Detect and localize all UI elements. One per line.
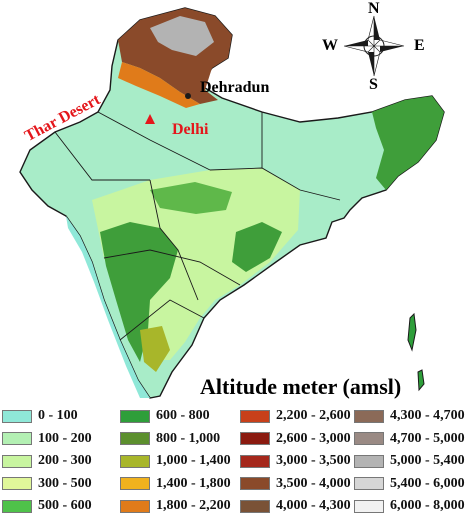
legend-label: 5,000 - 5,400 [390, 453, 465, 468]
legend-item: 800 - 1,000 [120, 429, 220, 449]
legend-swatch [2, 477, 32, 490]
legend-label: 1,800 - 2,200 [156, 498, 231, 513]
northeast-hills [372, 96, 444, 190]
legend-item: 4,300 - 4,700 [354, 406, 465, 426]
legend-label: 100 - 200 [38, 430, 92, 446]
delhi-marker [145, 114, 155, 124]
legend-item: 1,800 - 2,200 [120, 496, 231, 516]
legend-swatch [240, 409, 270, 423]
legend-label: 1,000 - 1,400 [156, 453, 231, 468]
legend-item: 1,000 - 1,400 [120, 451, 231, 471]
western-ghats-hills [100, 222, 178, 362]
himalaya-foothills [118, 62, 200, 108]
legend-swatch [240, 499, 270, 513]
legend-item: 4,700 - 5,000 [354, 429, 465, 449]
legend-label: 2,200 - 2,600 [276, 408, 351, 423]
legend-swatch [2, 454, 32, 468]
legend-swatch [2, 409, 32, 423]
legend-item: 2,200 - 2,600 [240, 406, 351, 426]
compass-rose [343, 15, 405, 77]
legend-label: 3,000 - 3,500 [276, 453, 351, 468]
legend-swatch [120, 432, 150, 445]
legend-label: 0 - 100 [38, 408, 78, 423]
legend-item: 5,400 - 6,000 [354, 474, 465, 494]
west-coastal-zone [66, 216, 150, 398]
legend-label: 5,400 - 6,000 [390, 475, 465, 491]
legend-label: 6,000 - 8,000 [390, 498, 465, 513]
compass-n: N [368, 0, 380, 17]
legend-item: 200 - 300 [2, 451, 92, 471]
eastern-ghats-hills [232, 222, 282, 272]
legend-swatch [354, 499, 384, 513]
legend-item: 6,000 - 8,000 [354, 496, 465, 516]
dehradun-marker [185, 93, 191, 99]
legend-swatch [2, 432, 32, 445]
altitude-legend: 0 - 100 100 - 200 200 - 300 300 - 500 500 - … [0, 406, 474, 522]
legend-swatch [240, 477, 270, 490]
andaman-islands [407, 312, 417, 352]
central-hills [150, 182, 232, 214]
legend-item: 2,600 - 3,000 [240, 429, 351, 449]
compass-w: W [322, 37, 338, 54]
delhi-label: Delhi [172, 121, 209, 138]
state-boundaries [54, 111, 341, 341]
legend-label: 800 - 1,000 [156, 430, 221, 446]
legend-swatch [120, 499, 150, 513]
legend-swatch [120, 454, 150, 468]
legend-swatch [354, 477, 384, 490]
legend-item: 500 - 600 [2, 496, 92, 516]
nicobar-islands [417, 369, 425, 392]
dehradun-label: Dehradun [200, 79, 270, 96]
legend-label: 3,500 - 4,000 [276, 475, 351, 491]
southern-highland [140, 326, 170, 372]
legend-swatch [240, 432, 270, 445]
legend-label: 600 - 800 [156, 408, 210, 423]
legend-item: 100 - 200 [2, 429, 92, 449]
himalaya-snow [150, 16, 214, 56]
legend-label: 500 - 600 [38, 498, 92, 513]
legend-item: 5,000 - 5,400 [354, 451, 465, 471]
legend-label: 2,600 - 3,000 [276, 430, 351, 446]
compass-s: S [369, 76, 378, 93]
legend-label: 1,400 - 1,800 [156, 475, 231, 491]
legend-label: 4,700 - 5,000 [390, 430, 465, 446]
legend-label: 200 - 300 [38, 453, 92, 468]
legend-item: 3,500 - 4,000 [240, 474, 351, 494]
legend-item: 4,000 - 4,300 [240, 496, 351, 516]
legend-swatch [240, 454, 270, 468]
legend-item: 3,000 - 3,500 [240, 451, 351, 471]
compass-e: E [414, 37, 425, 54]
legend-title: Altitude meter (amsl) [200, 374, 402, 399]
legend-item: 0 - 100 [2, 406, 78, 426]
legend-item: 300 - 500 [2, 474, 92, 494]
legend-item: 600 - 800 [120, 406, 210, 426]
legend-label: 4,000 - 4,300 [276, 498, 351, 513]
legend-item: 1,400 - 1,800 [120, 474, 231, 494]
legend-swatch [354, 409, 384, 423]
legend-label: 4,300 - 4,700 [390, 408, 465, 423]
legend-swatch [2, 499, 32, 513]
legend-swatch [120, 409, 150, 423]
legend-swatch [354, 432, 384, 445]
legend-label: 300 - 500 [38, 475, 92, 491]
legend-swatch [120, 477, 150, 490]
legend-swatch [354, 454, 384, 468]
